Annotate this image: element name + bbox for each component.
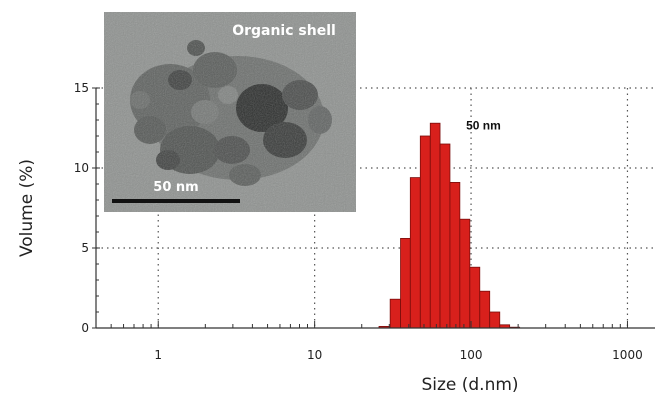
axes [95, 88, 655, 329]
x-tick-label: 1000 [612, 348, 643, 362]
bar [489, 311, 501, 329]
x-tick-label: 1 [154, 348, 162, 362]
scale-bar [112, 199, 240, 203]
axis-ticks [92, 87, 628, 329]
tick-labels: 1 10 100 1000 0 5 10 15 [74, 81, 643, 362]
bar [409, 177, 421, 329]
bar [449, 181, 461, 329]
bar [419, 135, 431, 329]
y-tick-label: 5 [81, 241, 89, 255]
scale-bar-label: 50 nm [153, 180, 198, 195]
y-tick-label: 15 [74, 81, 89, 95]
y-tick-label: 0 [81, 321, 89, 335]
x-axis-title: Size (d.nm) [421, 375, 518, 395]
y-axis-title: Volume (%) [17, 159, 37, 257]
bar [479, 290, 491, 329]
x-tick-label: 10 [307, 348, 322, 362]
y-tick-label: 10 [74, 161, 89, 175]
bar [429, 122, 441, 329]
inset-title: Organic shell [232, 23, 336, 39]
annotations: 50 nm [466, 119, 501, 133]
bar [400, 237, 411, 329]
bar [439, 143, 451, 329]
bar [459, 218, 471, 329]
bar [389, 298, 401, 329]
tem-inset-image: 50 nm Organic shell [104, 12, 356, 212]
bar [469, 266, 481, 329]
x-tick-label: 100 [460, 348, 483, 362]
nanoparticle-cluster [104, 12, 356, 212]
peak-annotation: 50 nm [466, 119, 501, 133]
histogram-bars [378, 122, 521, 329]
